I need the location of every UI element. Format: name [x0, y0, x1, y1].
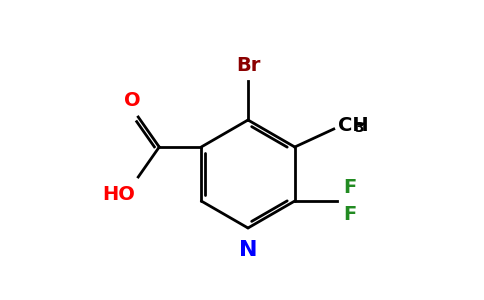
Text: N: N: [239, 240, 257, 260]
Text: O: O: [124, 91, 140, 110]
Text: Br: Br: [236, 56, 260, 75]
Text: F: F: [343, 178, 356, 197]
Text: 3: 3: [354, 121, 364, 135]
Text: F: F: [343, 205, 356, 224]
Text: HO: HO: [102, 184, 135, 203]
Text: CH: CH: [338, 116, 369, 136]
